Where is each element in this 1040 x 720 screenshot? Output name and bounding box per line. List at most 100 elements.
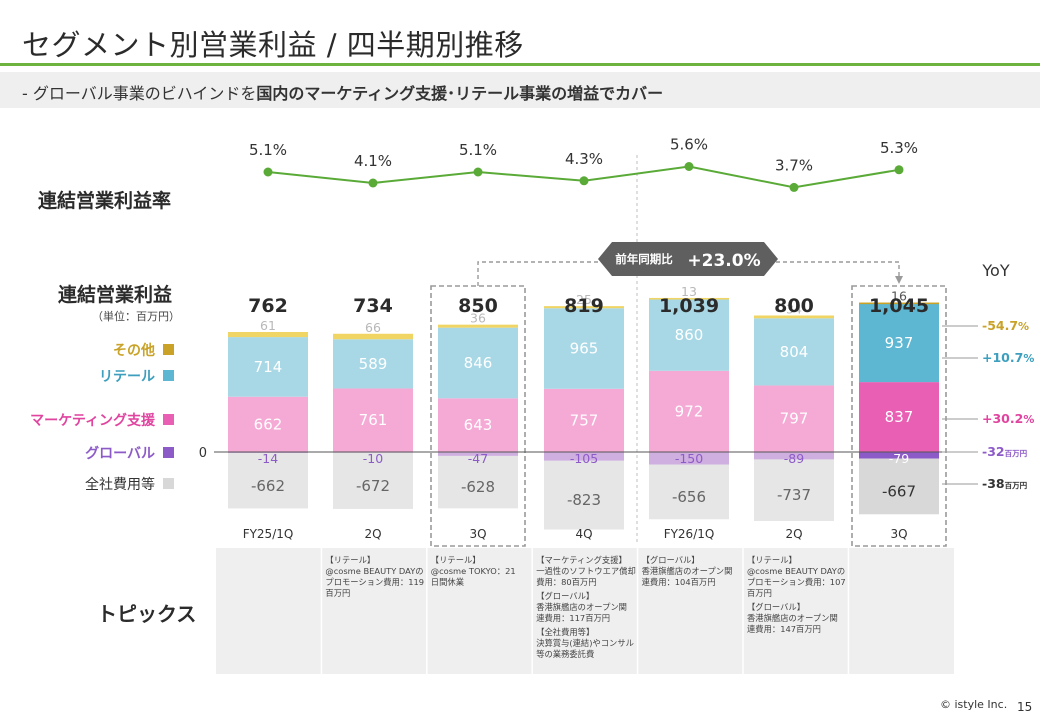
page-title: セグメント別営業利益 / 四半期別推移	[22, 28, 524, 62]
yoy-number: -32	[982, 444, 1005, 459]
topic-note-line: 一過性のソフトウエア償却	[536, 566, 636, 576]
subtitle-plain: - グローバル事業のビハインドを	[22, 84, 257, 103]
legend-label-global: グローバル	[85, 445, 155, 462]
bar-marketing	[228, 396, 308, 452]
data-label-other: 61	[260, 318, 276, 333]
yoy-unit: %	[1023, 413, 1034, 426]
topic-note-line: 決算賞与(連結)やコンサル	[536, 638, 634, 648]
bar-other	[544, 306, 624, 309]
yoy-badge	[598, 242, 778, 276]
topic-note-line: 香港旗艦店のオープン関	[642, 566, 733, 576]
bar-retail	[544, 308, 624, 389]
operating-margin-label: 5.3%	[880, 139, 918, 157]
data-label-corporate: -628	[461, 478, 495, 496]
topic-note-line: 【リテール】	[431, 555, 481, 565]
bar-global	[649, 452, 729, 465]
data-label-corporate: -662	[251, 477, 285, 495]
data-label-corporate: -667	[882, 482, 916, 500]
unit-label: （単位：百万円）	[92, 310, 180, 323]
bar-retail	[228, 337, 308, 397]
total-profit-label: 762	[248, 295, 288, 317]
bar-retail	[649, 299, 729, 371]
data-label-marketing: 761	[359, 411, 388, 429]
topic-note-line: 百万円	[747, 588, 772, 598]
topic-note-line: 費用：80百万円	[536, 577, 596, 587]
data-label-global: -14	[258, 451, 278, 466]
total-profit-label: 800	[774, 295, 814, 317]
legend-swatch-corp	[163, 478, 174, 489]
highlight-box	[851, 285, 947, 547]
x-tick-label: 3Q	[890, 527, 907, 541]
bar-corporate	[228, 453, 308, 509]
data-label-retail: 965	[570, 340, 599, 358]
data-label-global: -150	[675, 451, 703, 466]
topic-note-line: @cosme TOKYO：21	[431, 566, 516, 576]
x-tick-label: FY25/1Q	[243, 527, 294, 541]
data-label-marketing: 837	[885, 408, 914, 426]
data-label-marketing: 797	[780, 410, 809, 428]
legend-label-marketing: マーケティング支援	[30, 412, 156, 429]
legend-label-retail: リテール	[99, 369, 155, 385]
topic-note: 【リテール】@cosme BEAUTY DAYのプロモーション費用：107 百万円…	[747, 555, 846, 634]
bar-other	[333, 333, 413, 340]
yoy-unit: %	[1023, 352, 1034, 365]
data-label-retail: 860	[675, 326, 704, 344]
bar-other	[228, 332, 308, 338]
x-tick-label: 3Q	[469, 527, 486, 541]
total-profit-label: 1,039	[659, 295, 719, 317]
data-label-marketing: 757	[570, 411, 599, 429]
bar-marketing	[438, 398, 518, 452]
topic-note: 【リテール】@cosme BEAUTY DAYのプロモーション費用：119 百万円	[325, 555, 424, 598]
yoy-number: -54.7	[982, 318, 1018, 333]
topic-note-line: 等の業務委託費	[536, 649, 594, 659]
total-profit-label: 819	[564, 295, 604, 317]
bar-global	[754, 452, 834, 460]
topic-note-line: 【リテール】	[747, 555, 797, 565]
topic-note-line: 【グローバル】	[642, 555, 700, 565]
operating-margin-label: 5.1%	[249, 141, 287, 159]
data-label-marketing: 972	[675, 402, 704, 420]
bar-corporate	[544, 460, 624, 530]
operating-margin-label: 3.7%	[775, 156, 813, 174]
topic-note-line: @cosme BEAUTY DAYの	[325, 566, 423, 576]
page-subtitle: - グローバル事業のビハインドを国内のマーケティング支援･リテール事業の増益でカ…	[22, 80, 663, 104]
operating-margin-point	[263, 167, 273, 177]
data-label-corporate: -672	[356, 477, 390, 495]
bar-marketing	[649, 370, 729, 452]
bar-global	[438, 452, 518, 456]
legend-label-other: その他	[113, 342, 155, 359]
bar-marketing	[333, 388, 413, 452]
zero-tick-label: 0	[199, 446, 207, 461]
bar-retail	[333, 339, 413, 389]
topic-note-line: 【グローバル】	[747, 602, 805, 612]
data-label-corporate: -737	[777, 486, 811, 504]
title-underline	[0, 63, 1040, 66]
data-label-global: -89	[784, 451, 804, 466]
yoy-number: +30.2	[982, 411, 1023, 426]
data-label-other: 34	[786, 301, 802, 316]
bar-global	[859, 452, 939, 459]
yoy-value-2: +30.2%	[982, 411, 1034, 426]
bar-corporate	[438, 455, 518, 509]
subtitle-bold: 国内のマーケティング支援･リテール事業の増益でカバー	[256, 84, 664, 103]
operating-margin-point	[894, 165, 904, 175]
x-tick-label: 2Q	[364, 527, 381, 541]
topic-note: 【リテール】@cosme TOKYO：21 日間休業	[431, 555, 516, 587]
bar-corporate	[649, 464, 729, 520]
topic-note-line: 香港旗艦店のオープン関	[747, 613, 838, 623]
legend-swatch-marketing	[163, 414, 174, 425]
yoy-badge-value: +23.0%	[687, 251, 760, 271]
topic-note-line: 【リテール】	[325, 555, 375, 565]
operating-margin-label: 4.1%	[354, 152, 392, 170]
x-tick-label: 4Q	[575, 527, 592, 541]
data-label-other: 25	[576, 292, 592, 307]
highlight-box	[430, 285, 526, 547]
topics-panel-bg	[216, 548, 954, 674]
bar-retail	[438, 327, 518, 399]
yoy-unit: %	[1018, 320, 1029, 333]
data-label-corporate: -656	[672, 488, 706, 506]
data-label-other: 66	[365, 320, 381, 335]
bar-retail	[859, 303, 939, 383]
topic-note-line: 【グローバル】	[536, 591, 594, 601]
